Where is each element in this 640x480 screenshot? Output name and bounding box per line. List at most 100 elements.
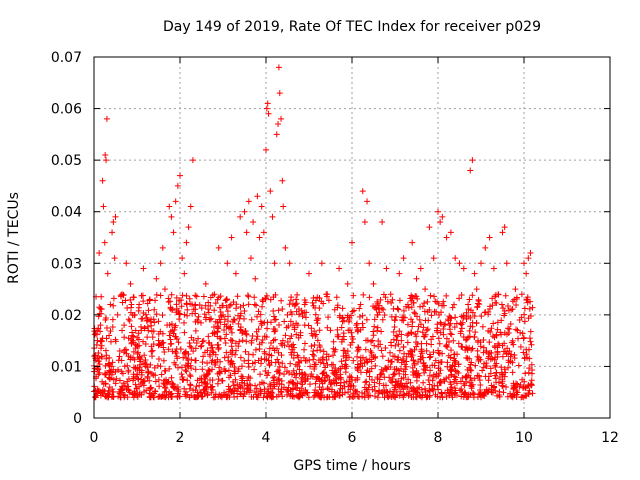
data-point [449,362,456,369]
data-point [323,357,330,364]
data-point [189,157,196,164]
data-point [506,348,513,355]
data-point [175,388,182,395]
data-point [224,394,231,401]
data-point [234,293,241,300]
data-point [394,357,401,364]
data-point [241,390,248,397]
data-point [469,157,476,164]
data-point [279,337,286,344]
data-point [198,379,205,386]
data-point [347,386,354,393]
data-point [312,332,319,339]
data-point [120,391,127,398]
data-point [485,327,492,334]
data-point [134,371,141,378]
data-point [507,390,514,397]
data-point [474,304,481,311]
x-tick-label: 0 [90,430,99,446]
data-point [137,380,144,387]
data-point [275,391,282,398]
data-point [355,327,362,334]
data-point [362,379,369,386]
data-point [208,389,215,396]
data-point [138,292,145,299]
data-point [320,348,327,355]
data-point [477,343,484,350]
data-point [404,332,411,339]
data-point [288,342,295,349]
data-point [239,330,246,337]
data-point [148,322,155,329]
data-point [221,391,228,398]
data-point [257,390,264,397]
data-point [181,270,188,277]
data-point [287,360,294,367]
data-point [120,349,127,356]
data-point [295,311,302,318]
data-point [405,376,412,383]
data-point [488,325,495,332]
data-point [380,382,387,389]
data-point [299,381,306,388]
data-point [279,360,286,367]
data-point [230,390,237,397]
data-point [500,348,507,355]
data-point [476,301,483,308]
data-point [246,381,253,388]
data-point [415,323,422,330]
data-point [266,345,273,352]
data-point [483,347,490,354]
data-point [521,318,528,325]
data-point [195,335,202,342]
data-point [453,380,460,387]
data-point [253,302,260,309]
data-point [369,337,376,344]
data-point [341,317,348,324]
data-point [528,341,535,348]
data-point [426,372,433,379]
data-point [237,384,244,391]
data-point [109,229,116,236]
data-point [135,376,142,383]
data-point [469,390,476,397]
data-point [260,229,267,236]
data-point [377,296,384,303]
data-point [107,328,114,335]
data-point [343,354,350,361]
data-point [107,368,114,375]
data-point [238,373,245,380]
data-point [176,297,183,304]
data-point [309,299,316,306]
data-point [155,376,162,383]
data-point [274,356,281,363]
data-point [223,331,230,338]
data-point [207,383,214,390]
data-point [287,318,294,325]
data-point [267,392,274,399]
data-point [293,370,300,377]
data-point [259,303,266,310]
data-point [439,213,446,220]
data-point [212,300,219,307]
data-point [102,370,109,377]
data-point [241,208,248,215]
data-point [248,316,255,323]
data-point [161,348,168,355]
data-point [253,385,260,392]
data-point [400,368,407,375]
data-point [525,255,532,262]
data-point [447,330,454,337]
data-point [166,332,173,339]
data-point [348,382,355,389]
data-point [328,361,335,368]
data-point [500,305,507,312]
data-point [228,234,235,241]
data-point [190,348,197,355]
data-point [396,384,403,391]
data-point [149,347,156,354]
data-point [354,353,361,360]
data-point [366,381,373,388]
data-point [102,347,109,354]
data-point [378,347,385,354]
